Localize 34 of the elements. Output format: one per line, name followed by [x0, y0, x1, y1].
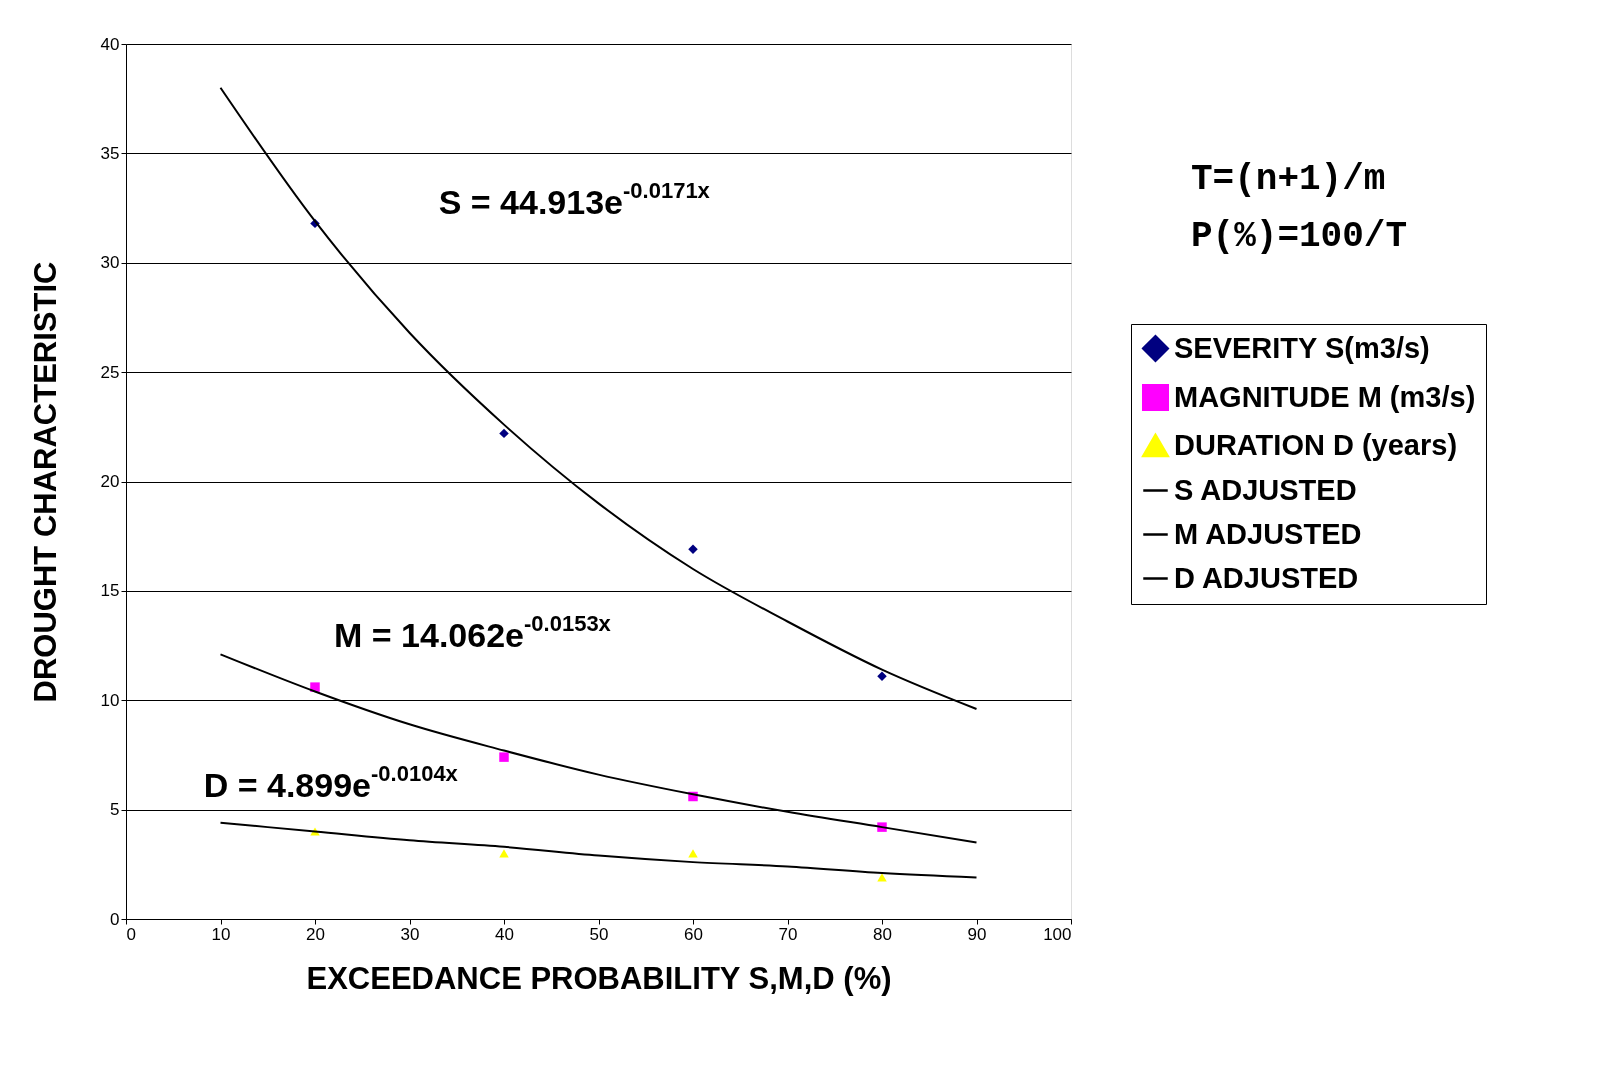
point [688, 544, 698, 555]
legend-label: M ADJUSTED [1174, 517, 1362, 550]
legend-label: S ADJUSTED [1174, 473, 1357, 506]
y-tick-label: 0 [110, 909, 120, 929]
point [499, 428, 509, 439]
y-tick-label: 5 [110, 800, 120, 820]
x-tick-label: 20 [306, 924, 325, 944]
y-tick-label: 35 [100, 143, 120, 163]
point [499, 752, 509, 762]
x-tick-label: 10 [211, 924, 231, 944]
text: P(%)=100/T [1191, 216, 1408, 257]
legend-label: SEVERITY S(m3/s) [1174, 331, 1430, 364]
x-tick-label: 80 [873, 924, 892, 944]
y-tick-label: 20 [100, 472, 120, 491]
legend-label: D ADJUSTED [1174, 561, 1359, 594]
x-tick-label: 0 [126, 924, 136, 944]
text: T=(n+1)/m [1191, 159, 1386, 200]
y-tick-label: 30 [100, 253, 120, 273]
legend-label: MAGNITUDE M (m3/s) [1174, 380, 1476, 413]
y-tick-label: 25 [100, 362, 120, 382]
x-tick-label: 60 [684, 924, 703, 944]
point [877, 873, 887, 882]
x-tick-label: 70 [778, 924, 798, 944]
legend-label: DURATION D (years) [1174, 428, 1458, 461]
x-tick-label: 50 [589, 924, 609, 944]
y-tick-label: 15 [100, 581, 120, 601]
x-tick-label: 90 [967, 924, 987, 944]
y-tick-label: 40 [100, 34, 120, 54]
x-tick-label: 100 [1043, 924, 1072, 944]
x-axis-title: EXCEEDANCE PROBABILITY S,M,D (%) [306, 960, 892, 996]
y-tick-label: 10 [100, 690, 120, 710]
x-tick-label: 30 [400, 924, 420, 944]
x-tick-label: 40 [495, 924, 514, 944]
y-axis-title: DROUGHT CHARACTERISTIC [27, 261, 63, 703]
